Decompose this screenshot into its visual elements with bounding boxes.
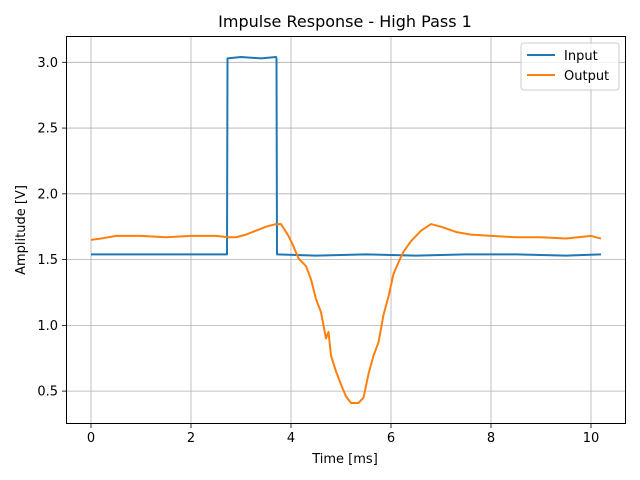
x-axis-label: Time [ms] bbox=[311, 452, 378, 467]
plot-frame bbox=[66, 36, 626, 424]
chart-title: Impulse Response - High Pass 1 bbox=[218, 12, 472, 31]
y-tick-label: 1.5 bbox=[37, 253, 58, 268]
y-tick-label: 0.5 bbox=[37, 385, 58, 400]
x-tick-label: 6 bbox=[387, 431, 395, 446]
x-tick-label: 2 bbox=[187, 431, 195, 446]
series-line-output bbox=[90, 223, 602, 404]
legend-label-input: Input bbox=[564, 49, 598, 64]
y-tick-label: 1.0 bbox=[37, 319, 58, 334]
series-layer bbox=[90, 56, 602, 404]
y-tick-label: 2.5 bbox=[37, 122, 58, 137]
legend-label-output: Output bbox=[564, 69, 609, 84]
y-tick-label: 3.0 bbox=[37, 56, 58, 71]
axis-ticks: 0 2 4 6 8 10 0.5 1.0 1.5 2.0 2.5 3.0 bbox=[37, 56, 599, 446]
series-line-input bbox=[91, 56, 602, 257]
legend: Input Output bbox=[520, 42, 620, 91]
x-tick-label: 10 bbox=[583, 431, 600, 446]
x-tick-label: 8 bbox=[487, 431, 495, 446]
grid bbox=[66, 36, 626, 424]
x-tick-label: 0 bbox=[87, 431, 95, 446]
y-tick-label: 2.0 bbox=[37, 187, 58, 202]
y-axis-label: Amplitude [V] bbox=[14, 185, 29, 275]
x-tick-label: 4 bbox=[287, 431, 295, 446]
